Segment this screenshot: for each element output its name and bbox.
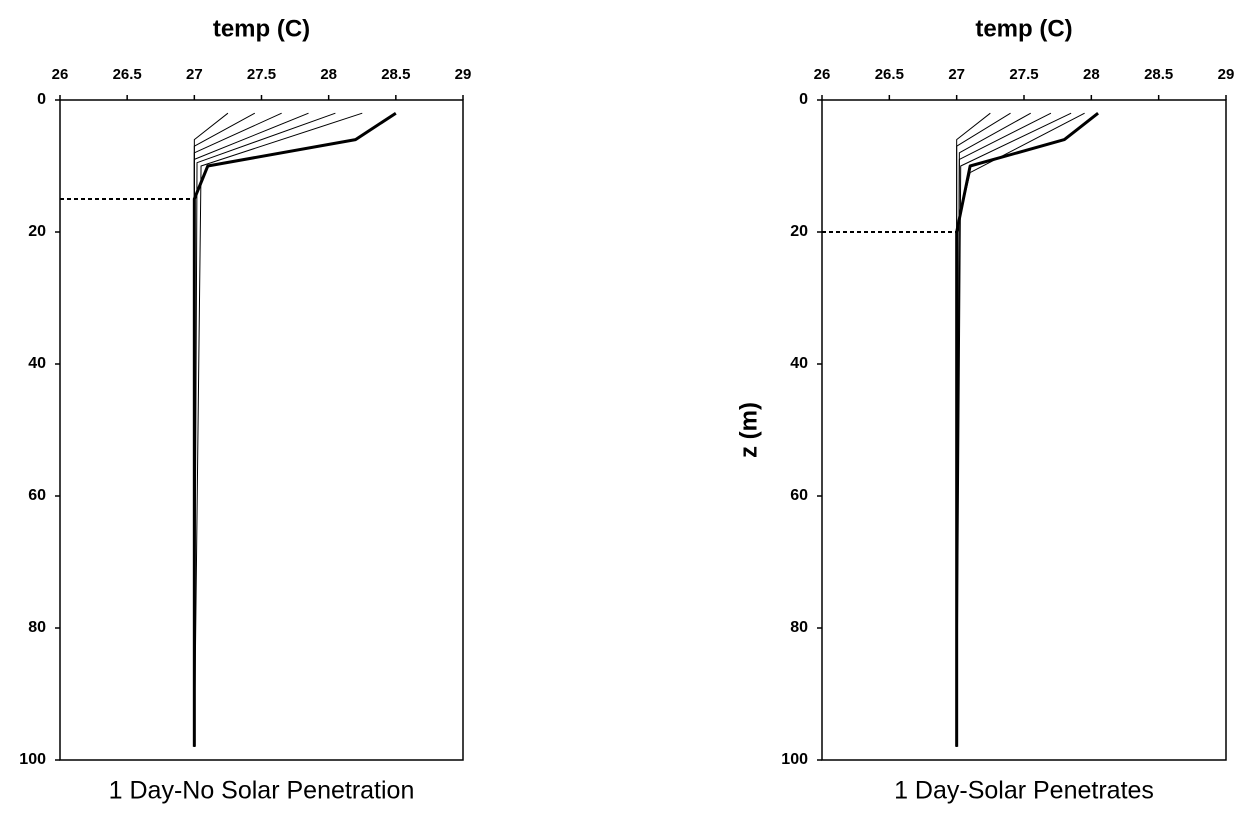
y-tick-label: 20 bbox=[28, 223, 46, 240]
profile-line bbox=[192, 111, 397, 747]
x-axis-title: temp (C) bbox=[975, 15, 1072, 42]
y-tick-label: 100 bbox=[781, 751, 808, 768]
y-tick-label: 0 bbox=[37, 91, 46, 108]
profile-line bbox=[955, 112, 1099, 747]
profile-line bbox=[193, 112, 363, 747]
profile-line bbox=[193, 112, 229, 747]
plot-frame bbox=[59, 99, 464, 761]
profile-line bbox=[193, 112, 256, 747]
x-tick-label: 27 bbox=[186, 66, 203, 83]
x-tick-label: 27 bbox=[948, 66, 965, 83]
y-tick-label: 60 bbox=[28, 487, 46, 504]
x-tick-label: 28.5 bbox=[381, 66, 410, 83]
x-tick-label: 27.5 bbox=[247, 66, 276, 83]
x-tick-label: 29 bbox=[1218, 66, 1235, 83]
x-tick-label: 26.5 bbox=[113, 66, 142, 83]
x-axis-title: temp (C) bbox=[213, 15, 310, 42]
y-tick-label: 80 bbox=[28, 619, 46, 636]
y-tick-label: 20 bbox=[790, 223, 808, 240]
x-tick-label: 27.5 bbox=[1009, 66, 1038, 83]
y-tick-label: 0 bbox=[799, 91, 808, 108]
y-axis-title: z (m) bbox=[735, 402, 762, 458]
profile-line bbox=[956, 112, 1085, 747]
y-tick-label: 40 bbox=[28, 355, 46, 372]
x-tick-label: 28 bbox=[1083, 66, 1100, 83]
profile-line bbox=[193, 112, 336, 747]
x-tick-label: 26 bbox=[52, 66, 69, 83]
y-tick-label: 40 bbox=[790, 355, 808, 372]
profile-line bbox=[956, 112, 1031, 747]
profile-line bbox=[193, 112, 282, 747]
chart-caption: 1 Day-No Solar Penetration bbox=[109, 777, 415, 805]
y-tick-label: 100 bbox=[19, 751, 46, 768]
y-tick-label: 60 bbox=[790, 487, 808, 504]
chart-caption: 1 Day-Solar Penetrates bbox=[894, 777, 1154, 805]
y-tick-label: 80 bbox=[790, 619, 808, 636]
x-tick-label: 28 bbox=[320, 66, 337, 83]
plot-frame bbox=[821, 99, 1227, 761]
profile-line bbox=[956, 112, 1011, 747]
profile-line bbox=[956, 112, 1072, 747]
x-tick-label: 29 bbox=[455, 66, 472, 83]
x-tick-label: 26 bbox=[814, 66, 831, 83]
profile-line bbox=[193, 112, 309, 747]
x-tick-label: 28.5 bbox=[1144, 66, 1173, 83]
profile-line bbox=[956, 112, 1052, 747]
x-tick-label: 26.5 bbox=[875, 66, 904, 83]
